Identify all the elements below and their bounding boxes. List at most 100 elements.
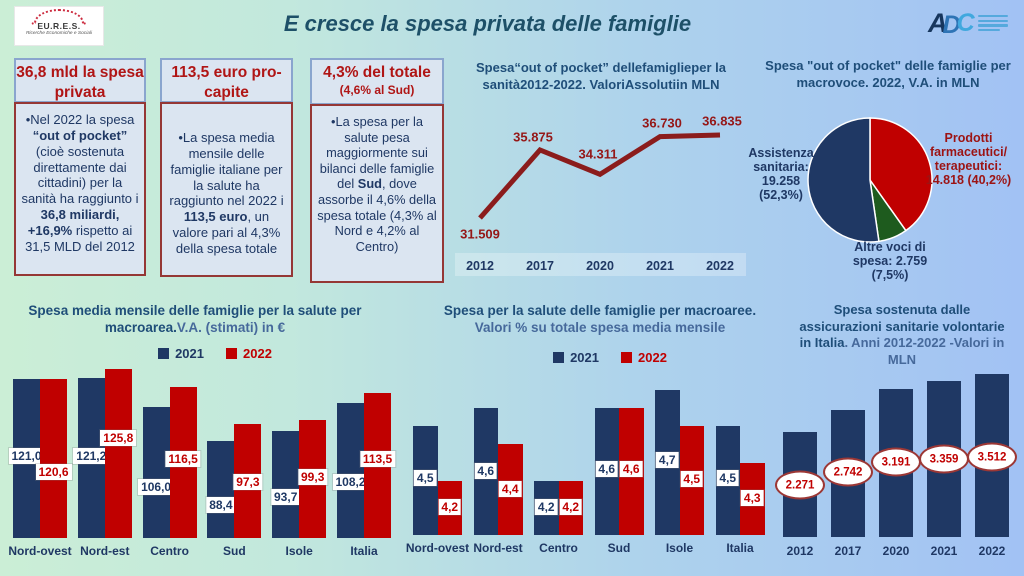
infobox-3-header: 4,3% del totale (4,6% al Sud) [310, 58, 444, 105]
year-label: 2022 [978, 544, 1006, 558]
legend-item: 2021 [158, 346, 204, 361]
bar [679, 426, 704, 535]
bar-value-label: 4,5 [680, 471, 704, 487]
pie-slice [807, 117, 880, 243]
bar-value-label: 108,2 [332, 474, 369, 490]
bar [13, 378, 40, 538]
bar-value-label: 97,3 [233, 474, 263, 490]
bar [142, 407, 170, 538]
bar-value-label: 120,6 [35, 464, 72, 480]
bar [437, 480, 462, 535]
text-segment: in Italia [799, 335, 845, 351]
eures-logo-name: • EU.R.E.S. • [31, 21, 87, 31]
bar [783, 431, 817, 537]
pie-slice-label: Assistenza sanitaria: 19.258 (52,3%) [748, 146, 814, 202]
line-point-label: 34.311 [578, 146, 618, 162]
category-label: Nord-est [473, 541, 523, 555]
text-segment: Spesa "out of pocket" delle famiglie per [765, 58, 1011, 73]
bar [337, 403, 364, 538]
bar-value-ellipse: 3.512 [967, 442, 1017, 472]
infobox-3-header-main: 4,3% del totale [323, 64, 431, 81]
bar [740, 462, 765, 535]
title-line: macroarea.V.A. (stimati) in € [25, 319, 365, 336]
bar-value-label: 106,0 [138, 479, 175, 495]
bar-value-label: 4,5 [716, 470, 740, 486]
text-segment: macrovoce. 2022, V.A. in MLN [796, 74, 980, 90]
legend-label: 2021 [570, 350, 599, 365]
eures-logo-subtitle: Ricerche Economiche e Sociali [25, 31, 93, 36]
pie-chart-title: Spesa "out of pocket" delle famiglie per… [756, 58, 1020, 91]
bar-value-label: 125,8 [100, 430, 137, 446]
title-line: Spesa“out of pocket” dellefamiglieper la [458, 60, 744, 77]
year-label: 2020 [882, 544, 910, 558]
text-segment: Spesa“out of pocket” dellefamiglieper la [476, 60, 726, 75]
title-line: macrovoce. 2022, V.A. in MLN [756, 75, 1020, 92]
text-segment: •La spesa per la salute pesa maggiorment… [319, 114, 435, 192]
category-label: Sud [223, 544, 246, 558]
line-point-label: 35.875 [513, 129, 553, 145]
bar [594, 408, 619, 535]
bar [77, 378, 105, 538]
category-label: Sud [607, 541, 631, 555]
bar [975, 374, 1009, 537]
text-segment: assicurazioni sanitarie volontarie [799, 318, 1005, 334]
infobox-3-header-sub: (4,6% al Sud) [339, 82, 415, 97]
bar [299, 420, 327, 538]
text-segment: Spesa media mensile delle famiglie per l… [28, 303, 362, 318]
text-segment: , dove assorbe il 4,6% della spesa total… [317, 176, 437, 254]
bar [40, 379, 67, 538]
bar [104, 369, 132, 538]
bar [498, 444, 523, 535]
eures-logo: • EU.R.E.S. • Ricerche Economiche e Soci… [14, 6, 104, 46]
bar [413, 426, 438, 535]
adoc-logo: A D C [928, 10, 1020, 52]
bar [558, 480, 583, 535]
trend-line [478, 132, 721, 220]
text-segment: (cioè sostenuta direttamente dai cittadi… [21, 143, 139, 207]
bar-value-label: 4,6 [595, 461, 619, 477]
bar [364, 393, 391, 538]
bar [619, 408, 644, 535]
year-label: 2017 [834, 544, 862, 558]
bar-value-ellipse: 2.742 [823, 457, 873, 487]
text-segment: Valori % su totale spesa media mensile [474, 320, 726, 336]
legend-swatch [621, 352, 632, 363]
text-segment: Spesa per la salute delle famiglie per m… [443, 303, 757, 318]
legend-item: 2022 [226, 346, 272, 361]
category-label: Italia [726, 541, 754, 555]
adoc-logo-letters: A D C [928, 10, 975, 38]
legend-label: 2022 [638, 350, 667, 365]
title-line: Spesa "out of pocket" delle famiglie per [756, 58, 1020, 75]
title-line: assicurazioni sanitarie volontarie [787, 319, 1017, 336]
bar-chart-assicurazioni-title: Spesa sostenuta dalle assicurazioni sanit… [787, 302, 1017, 369]
legend-item: 2022 [621, 350, 667, 365]
bar-value-ellipse: 3.191 [871, 447, 921, 477]
pie-slice [869, 179, 907, 243]
category-label: Centro [150, 544, 189, 558]
title-line: Spesa per la salute delle famiglie per m… [425, 302, 775, 319]
text-segment: , un valore pari al 4,3% della spesa tot… [172, 209, 281, 257]
text-segment: Sud [357, 176, 382, 192]
adoc-logo-text-lines [977, 15, 1008, 32]
year-label: 2021 [930, 544, 958, 558]
text-segment: . Anni 2012-2022 -Valori in [844, 335, 1005, 351]
text-segment: rispetto ai 31,5 MLD del 2012 [25, 223, 135, 254]
page-title: E cresce la spesa privata delle famiglie [283, 11, 692, 36]
category-label: Isole [665, 541, 694, 555]
bar [272, 431, 300, 538]
bar [927, 381, 961, 537]
category-label: Nord-ovest [405, 541, 470, 555]
bar-value-label: 4,7 [655, 452, 679, 468]
title-line: Spesa sostenuta dalle [787, 302, 1017, 319]
text-segment: 113,5 euro [183, 209, 248, 225]
pie-slice-label: Altre voci di spesa: 2.759 (7,5%) [852, 240, 928, 282]
bar-value-label: 116,5 [165, 451, 201, 467]
text-segment: 36,8 miliardi, +16,9% [27, 207, 120, 239]
bar [207, 441, 235, 538]
line-chart-axis-band [455, 253, 746, 276]
bar-chart-spesa-media-legend: 2021 2022 [95, 346, 335, 361]
bar [879, 388, 913, 537]
year-label: 2012 [786, 544, 814, 558]
category-label: Italia [350, 544, 378, 558]
legend-item: 2021 [553, 350, 599, 365]
